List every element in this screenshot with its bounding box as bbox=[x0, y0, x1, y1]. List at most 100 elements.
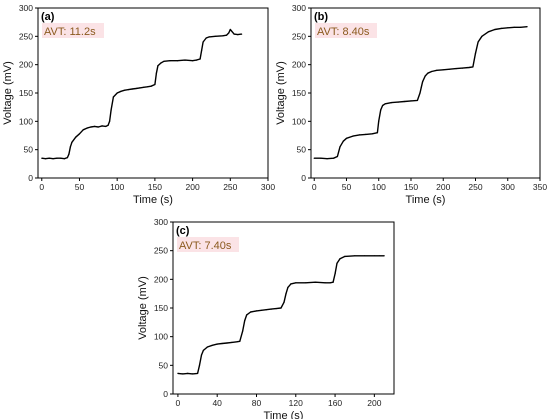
data-point bbox=[336, 262, 338, 264]
data-point bbox=[342, 140, 344, 142]
data-point bbox=[295, 282, 297, 284]
data-point bbox=[280, 307, 282, 309]
data-point bbox=[345, 137, 348, 139]
data-point bbox=[236, 341, 238, 343]
data-point bbox=[462, 67, 464, 69]
data-point bbox=[371, 133, 373, 135]
data-point bbox=[63, 158, 65, 160]
voltage-series-line bbox=[177, 255, 385, 375]
data-point bbox=[526, 26, 528, 28]
y-tick-label: 150 bbox=[292, 88, 306, 98]
x-tick-label: 200 bbox=[367, 398, 381, 408]
data-point bbox=[285, 293, 287, 295]
data-point bbox=[75, 136, 77, 138]
data-point bbox=[60, 157, 62, 159]
data-point bbox=[275, 308, 277, 310]
data-point bbox=[244, 320, 246, 322]
panel-label: (a) bbox=[41, 11, 55, 23]
data-point bbox=[41, 157, 43, 159]
y-tick-label: 100 bbox=[292, 116, 306, 126]
data-point bbox=[66, 157, 68, 159]
data-point bbox=[410, 100, 412, 102]
data-point bbox=[192, 60, 194, 62]
avt-annotation: AVT: 7.40s bbox=[179, 240, 232, 252]
data-point bbox=[222, 35, 224, 37]
data-point bbox=[376, 132, 378, 134]
annotation-background bbox=[177, 237, 239, 252]
data-point bbox=[363, 255, 366, 257]
data-point bbox=[378, 120, 380, 122]
data-point bbox=[228, 32, 230, 34]
data-point bbox=[192, 373, 194, 375]
y-tick-label: 200 bbox=[154, 274, 168, 284]
data-point bbox=[344, 255, 346, 257]
data-point bbox=[169, 60, 171, 62]
data-point bbox=[221, 342, 223, 345]
data-point bbox=[383, 255, 385, 257]
data-point bbox=[391, 102, 393, 104]
data-point bbox=[202, 349, 204, 351]
data-point bbox=[373, 255, 375, 257]
data-point bbox=[378, 255, 380, 257]
data-point bbox=[206, 346, 208, 348]
x-tick-label: 300 bbox=[261, 182, 275, 192]
data-point bbox=[241, 33, 243, 35]
annotation-background bbox=[315, 23, 377, 38]
y-axis-label: Voltage (mV) bbox=[275, 61, 287, 125]
data-point bbox=[513, 26, 515, 28]
data-point bbox=[326, 158, 328, 160]
data-point bbox=[336, 155, 338, 158]
data-point bbox=[329, 282, 331, 284]
data-point bbox=[324, 282, 326, 284]
y-tick-label: 150 bbox=[19, 88, 33, 98]
y-tick-label: 100 bbox=[19, 116, 33, 126]
data-point bbox=[199, 58, 201, 60]
data-point bbox=[231, 341, 233, 343]
data-point bbox=[150, 85, 152, 87]
data-point bbox=[270, 308, 272, 310]
data-point bbox=[197, 372, 199, 374]
x-tick-label: 250 bbox=[468, 182, 482, 192]
y-axis-label: Voltage (mV) bbox=[137, 276, 149, 340]
x-axis-label: Time (s) bbox=[264, 410, 304, 419]
x-tick-label: 200 bbox=[185, 182, 199, 192]
data-point bbox=[182, 373, 184, 375]
y-tick-label: 300 bbox=[154, 217, 168, 227]
x-axis-label: Time (s) bbox=[133, 194, 173, 206]
avt-annotation: AVT: 8.40s bbox=[317, 26, 370, 38]
data-point bbox=[354, 255, 356, 257]
data-point bbox=[120, 90, 122, 92]
chart-panel-a: 0 50 100 150 200 250 300 0 50 100 150 200 250 300 Time… bbox=[2, 3, 275, 206]
data-point bbox=[436, 69, 438, 71]
y-tick-label: 250 bbox=[292, 31, 306, 41]
data-point bbox=[472, 66, 474, 68]
data-point bbox=[44, 158, 47, 160]
data-point bbox=[416, 99, 418, 101]
y-tick-label: 50 bbox=[159, 360, 169, 370]
data-point bbox=[131, 88, 133, 90]
x-tick-label: 0 bbox=[312, 182, 317, 192]
data-point bbox=[78, 133, 81, 135]
data-point bbox=[239, 340, 241, 342]
y-tick-label: 150 bbox=[154, 303, 168, 313]
data-point bbox=[250, 311, 252, 313]
data-point bbox=[86, 127, 88, 129]
y-tick-label: 100 bbox=[154, 332, 168, 342]
data-point bbox=[139, 87, 141, 89]
data-point bbox=[225, 34, 228, 36]
data-point bbox=[82, 129, 84, 131]
data-point bbox=[507, 27, 509, 29]
data-point bbox=[287, 286, 289, 288]
voltage-series-line bbox=[314, 26, 528, 160]
data-point bbox=[313, 157, 315, 159]
data-point bbox=[176, 60, 179, 62]
data-point bbox=[382, 104, 384, 107]
data-point bbox=[431, 70, 433, 73]
annotation-background bbox=[42, 23, 104, 38]
data-point bbox=[352, 135, 354, 137]
data-point bbox=[127, 89, 130, 91]
data-point bbox=[233, 33, 235, 35]
data-point bbox=[332, 281, 334, 283]
data-point bbox=[481, 35, 483, 37]
data-point bbox=[163, 60, 165, 62]
